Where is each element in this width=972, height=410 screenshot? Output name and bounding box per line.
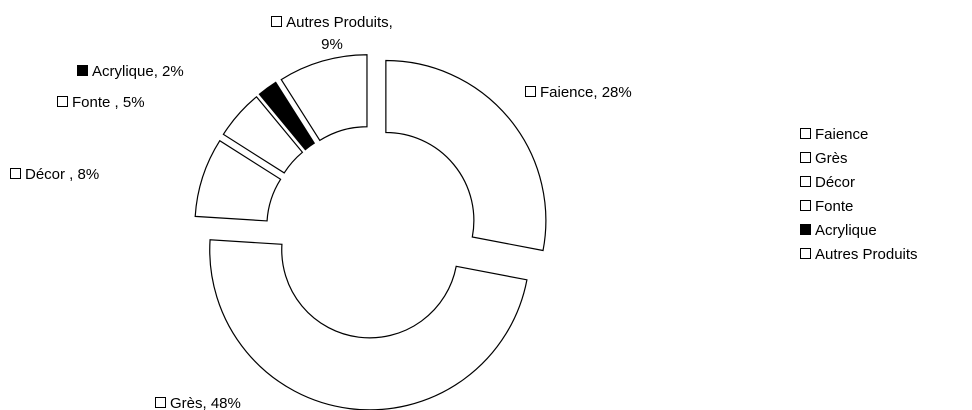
doughnut-segment — [280, 54, 368, 142]
swatch — [271, 16, 283, 27]
swatch — [800, 224, 811, 235]
swatch — [800, 152, 811, 163]
label-text: Acrylique — [815, 222, 877, 239]
swatch — [155, 397, 166, 408]
legend-entry: Autres Produits — [800, 246, 918, 263]
legend-entry: Faience — [800, 126, 868, 143]
doughnut-segment — [258, 81, 316, 151]
swatch — [800, 200, 811, 211]
label-text: Grès — [815, 150, 848, 167]
legend-entry: Acrylique — [800, 222, 877, 239]
label-text: Acrylique, 2% — [92, 63, 184, 80]
legend-entry: Fonte — [800, 198, 853, 215]
swatch — [800, 128, 811, 139]
label-text: Faience, 28% — [540, 84, 632, 101]
data-label: Fonte , 5% — [57, 94, 145, 111]
doughnut-segment — [194, 139, 282, 222]
label-text: Autres Produits — [815, 246, 918, 263]
doughnut-segment — [222, 95, 304, 174]
label-text: Faience — [815, 126, 869, 143]
label-text: Fonte , 5% — [72, 94, 145, 111]
label-text: Fonte — [815, 198, 854, 215]
data-label: Autres Produits, 9% — [262, 12, 402, 56]
label-text: Décor , 8% — [25, 166, 100, 183]
swatch — [525, 86, 536, 97]
doughnut-segment — [385, 59, 547, 252]
legend-entry: Décor — [800, 174, 855, 191]
label-text: Grès, 48% — [170, 395, 241, 410]
label-text: Décor — [815, 174, 856, 191]
swatch — [800, 176, 811, 187]
data-label: Acrylique, 2% — [77, 63, 184, 80]
swatch — [77, 65, 88, 76]
label-text: Autres Produits, 9% — [286, 14, 393, 53]
doughnut-segment — [209, 239, 528, 410]
data-label: Faience, 28% — [525, 84, 632, 101]
swatch — [10, 168, 21, 179]
data-label: Décor , 8% — [10, 166, 99, 183]
swatch — [57, 96, 68, 107]
swatch — [800, 248, 811, 259]
data-label: Grès, 48% — [155, 395, 241, 410]
legend-entry: Grès — [800, 150, 848, 167]
